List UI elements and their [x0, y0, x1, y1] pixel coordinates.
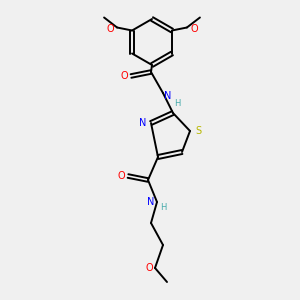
Text: H: H	[160, 202, 166, 211]
Text: O: O	[106, 23, 114, 34]
Text: O: O	[120, 71, 128, 81]
Text: S: S	[195, 126, 201, 136]
Text: O: O	[190, 23, 198, 34]
Text: N: N	[147, 197, 155, 207]
Text: O: O	[145, 263, 153, 273]
Text: N: N	[164, 91, 172, 101]
Text: O: O	[117, 171, 125, 181]
Text: H: H	[174, 98, 180, 107]
Text: N: N	[139, 118, 147, 128]
